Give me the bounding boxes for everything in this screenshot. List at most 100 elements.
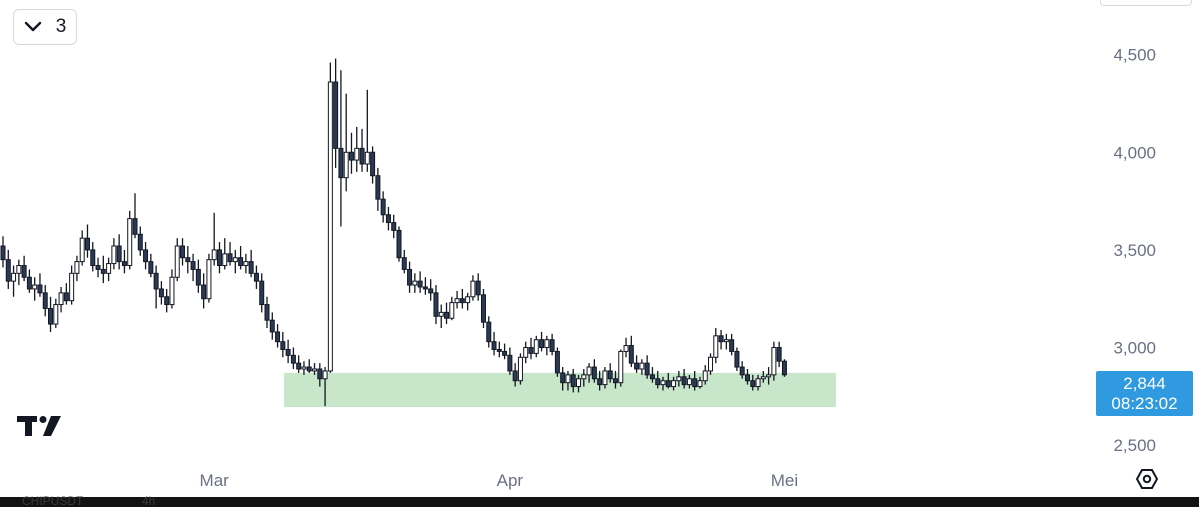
candle-body-down (180, 245, 186, 259)
candle (422, 277, 428, 295)
candle (412, 273, 418, 293)
candle (32, 277, 38, 301)
price-axis[interactable]: 2,500 3,000 3,500 4,000 4,500 (1113, 46, 1156, 455)
candle (385, 206, 391, 231)
support-zone-layer (284, 372, 836, 408)
tradingview-logo-icon (17, 416, 61, 436)
candle (486, 316, 492, 348)
candle-body-up (206, 259, 212, 300)
candle (111, 238, 117, 270)
candle-body-up (470, 280, 476, 298)
candle (708, 353, 714, 375)
candle-body-down (95, 265, 101, 270)
candle-body-up (438, 311, 444, 317)
candle (417, 271, 423, 293)
candle (42, 285, 48, 317)
settings-icon[interactable] (1135, 467, 1159, 491)
candle (285, 339, 291, 364)
candle-body-up (760, 376, 766, 380)
candle (132, 193, 138, 239)
candle-body-up (354, 147, 360, 161)
candle (116, 234, 122, 270)
candle-body-down (143, 249, 149, 263)
candle (433, 285, 439, 325)
candle (512, 363, 518, 387)
candle (84, 224, 90, 258)
candle-body-up (232, 257, 238, 263)
candle-body-down (718, 335, 724, 343)
candle-body-down (5, 259, 11, 282)
candle (718, 329, 724, 350)
candle (21, 255, 27, 282)
candle (618, 349, 624, 387)
candle (750, 374, 756, 391)
candle (660, 376, 666, 391)
candle-body-down (417, 280, 423, 288)
symbol-name: CHIPUSDT (22, 494, 84, 508)
candle (26, 269, 32, 293)
candle-body-down (275, 331, 281, 343)
candle (100, 255, 106, 284)
candle (766, 367, 772, 385)
candle (639, 359, 645, 375)
candle-body-up (676, 376, 682, 382)
candle-body-up (301, 366, 307, 370)
candle (48, 296, 54, 332)
candle (74, 255, 80, 282)
bottom-bar: CHIPUSDT 4h (0, 494, 1199, 508)
candle-body-down (570, 374, 576, 388)
candle-body-up (686, 378, 692, 386)
candle (185, 246, 191, 274)
candle (681, 369, 687, 389)
time-axis[interactable]: Mar Apr Mei (200, 471, 799, 490)
candle (597, 370, 603, 391)
candle (570, 369, 576, 393)
candle-body-down (591, 366, 597, 380)
candle (591, 359, 597, 383)
candle-body-down (459, 298, 465, 304)
candle (544, 335, 550, 356)
candle-body-down (37, 284, 43, 294)
candle (475, 273, 481, 301)
candle-body-up (533, 339, 539, 354)
candle-body-down (121, 261, 127, 267)
candle (776, 341, 782, 368)
candle-body-up (222, 253, 228, 267)
candle (58, 287, 64, 313)
candle (359, 128, 365, 172)
collapse-indicators-button[interactable]: 3 (13, 9, 77, 45)
candle-body-down (153, 272, 159, 290)
candle (644, 355, 650, 379)
top-right-control[interactable] (1100, 0, 1192, 6)
candle-body-up (111, 245, 117, 265)
candle (211, 212, 217, 266)
y-tick-label: 4,000 (1113, 143, 1156, 162)
candle-body-down (628, 345, 634, 364)
candle-body-down (190, 261, 196, 270)
candle-body-down (338, 147, 344, 179)
candle (264, 296, 270, 328)
candle-body-down (391, 222, 397, 231)
candle (665, 372, 671, 389)
candle (781, 359, 787, 377)
candle-layer (0, 58, 787, 407)
bar-countdown: 08:23:02 (1111, 393, 1178, 413)
candle-body-up (454, 298, 460, 304)
candle (702, 365, 708, 385)
candle-body-up (544, 339, 550, 349)
candle-body-down (158, 288, 164, 298)
candle (496, 341, 502, 358)
candle-body-down (132, 218, 138, 235)
candle-body-down (649, 374, 655, 380)
candle (5, 249, 11, 289)
candle (79, 230, 85, 266)
candle (248, 249, 254, 278)
candle (449, 296, 455, 321)
candle-body-down (560, 372, 566, 384)
candle (127, 210, 133, 270)
candle-body-up (312, 368, 318, 372)
candle (95, 257, 101, 278)
candle (238, 246, 244, 270)
candle (195, 259, 201, 293)
